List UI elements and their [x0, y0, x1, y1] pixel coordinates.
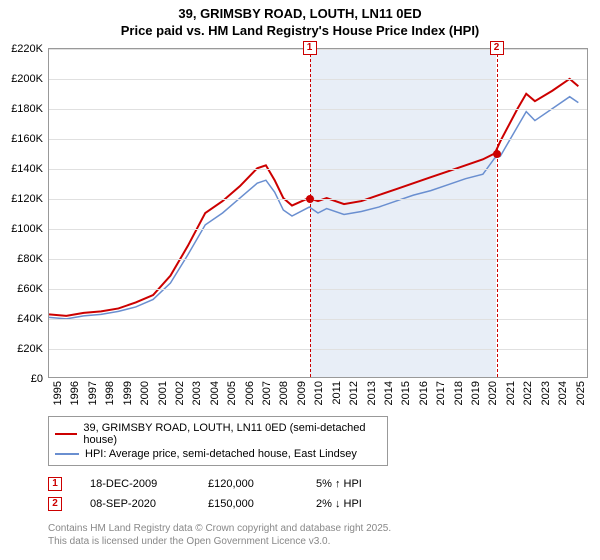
x-tick-label: 2024 [557, 381, 569, 405]
x-tick-label: 2021 [505, 381, 517, 405]
gridline [49, 259, 587, 260]
title-line1: 39, GRIMSBY ROAD, LOUTH, LN11 0ED [0, 6, 600, 23]
sale-row: 1 18-DEC-2009 £120,000 5% ↑ HPI [48, 474, 600, 494]
x-tick-label: 1995 [52, 381, 64, 405]
y-tick-label: £120K [0, 193, 43, 205]
y-tick-label: £20K [0, 343, 43, 355]
marker-line-2 [497, 49, 498, 377]
x-tick-label: 2010 [313, 381, 325, 405]
gridline [49, 289, 587, 290]
gridline [49, 79, 587, 80]
sale-price: £150,000 [208, 498, 288, 510]
chart-title: 39, GRIMSBY ROAD, LOUTH, LN11 0ED Price … [0, 0, 600, 40]
legend-label: HPI: Average price, semi-detached house,… [85, 448, 357, 460]
sale-date: 18-DEC-2009 [90, 478, 180, 490]
x-tick-label: 2018 [453, 381, 465, 405]
series-property [49, 79, 578, 316]
legend-item: HPI: Average price, semi-detached house,… [55, 447, 381, 461]
gridline [49, 49, 587, 50]
sale-point-1 [306, 195, 314, 203]
marker-box-2: 2 [490, 41, 504, 55]
x-tick-label: 2002 [174, 381, 186, 405]
sale-row: 2 08-SEP-2020 £150,000 2% ↓ HPI [48, 494, 600, 514]
x-tick-label: 2003 [191, 381, 203, 405]
legend-label: 39, GRIMSBY ROAD, LOUTH, LN11 0ED (semi-… [83, 422, 381, 446]
x-tick-label: 2017 [435, 381, 447, 405]
series-hpi [49, 96, 578, 318]
gridline [49, 139, 587, 140]
gridline [49, 319, 587, 320]
price-chart: £0£20K£40K£60K£80K£100K£120K£140K£160K£1… [48, 48, 588, 378]
legend: 39, GRIMSBY ROAD, LOUTH, LN11 0ED (semi-… [48, 416, 388, 466]
gridline [49, 109, 587, 110]
x-tick-label: 1996 [69, 381, 81, 405]
x-tick-label: 2004 [209, 381, 221, 405]
y-tick-label: £40K [0, 313, 43, 325]
footer: Contains HM Land Registry data © Crown c… [48, 522, 600, 548]
x-tick-label: 2009 [296, 381, 308, 405]
x-tick-label: 2005 [226, 381, 238, 405]
x-tick-label: 2000 [139, 381, 151, 405]
y-tick-label: £60K [0, 283, 43, 295]
legend-item: 39, GRIMSBY ROAD, LOUTH, LN11 0ED (semi-… [55, 421, 381, 447]
y-tick-label: £0 [0, 373, 43, 385]
legend-swatch [55, 453, 79, 455]
x-tick-label: 2022 [522, 381, 534, 405]
x-tick-label: 2019 [470, 381, 482, 405]
sale-delta: 2% ↓ HPI [316, 498, 396, 510]
x-tick-label: 2023 [540, 381, 552, 405]
sales-table: 1 18-DEC-2009 £120,000 5% ↑ HPI 2 08-SEP-2020… [48, 474, 600, 514]
x-tick-label: 2014 [383, 381, 395, 405]
marker-line-1 [310, 49, 311, 377]
y-tick-label: £100K [0, 223, 43, 235]
legend-swatch [55, 433, 77, 435]
x-tick-label: 1999 [122, 381, 134, 405]
gridline [49, 349, 587, 350]
footer-line2: This data is licensed under the Open Gov… [48, 535, 600, 548]
x-tick-label: 2020 [487, 381, 499, 405]
chart-lines [49, 49, 587, 377]
x-tick-label: 2007 [261, 381, 273, 405]
x-tick-label: 2013 [366, 381, 378, 405]
sale-price: £120,000 [208, 478, 288, 490]
sale-date: 08-SEP-2020 [90, 498, 180, 510]
x-tick-label: 2001 [157, 381, 169, 405]
marker-box-1: 1 [303, 41, 317, 55]
x-tick-label: 2012 [348, 381, 360, 405]
x-tick-label: 2006 [244, 381, 256, 405]
y-tick-label: £140K [0, 163, 43, 175]
y-tick-label: £220K [0, 43, 43, 55]
sale-delta: 5% ↑ HPI [316, 478, 396, 490]
x-tick-label: 2011 [331, 381, 343, 405]
x-tick-label: 1997 [87, 381, 99, 405]
x-tick-label: 2008 [278, 381, 290, 405]
gridline [49, 169, 587, 170]
sale-point-2 [493, 150, 501, 158]
y-tick-label: £80K [0, 253, 43, 265]
footer-line1: Contains HM Land Registry data © Crown c… [48, 522, 600, 535]
title-line2: Price paid vs. HM Land Registry's House … [0, 23, 600, 40]
sale-marker-box: 2 [48, 497, 62, 511]
x-tick-label: 2016 [418, 381, 430, 405]
x-tick-label: 2015 [400, 381, 412, 405]
gridline [49, 199, 587, 200]
y-tick-label: £200K [0, 73, 43, 85]
y-tick-label: £160K [0, 133, 43, 145]
x-tick-label: 2025 [575, 381, 587, 405]
gridline [49, 229, 587, 230]
sale-marker-box: 1 [48, 477, 62, 491]
y-tick-label: £180K [0, 103, 43, 115]
x-tick-label: 1998 [104, 381, 116, 405]
